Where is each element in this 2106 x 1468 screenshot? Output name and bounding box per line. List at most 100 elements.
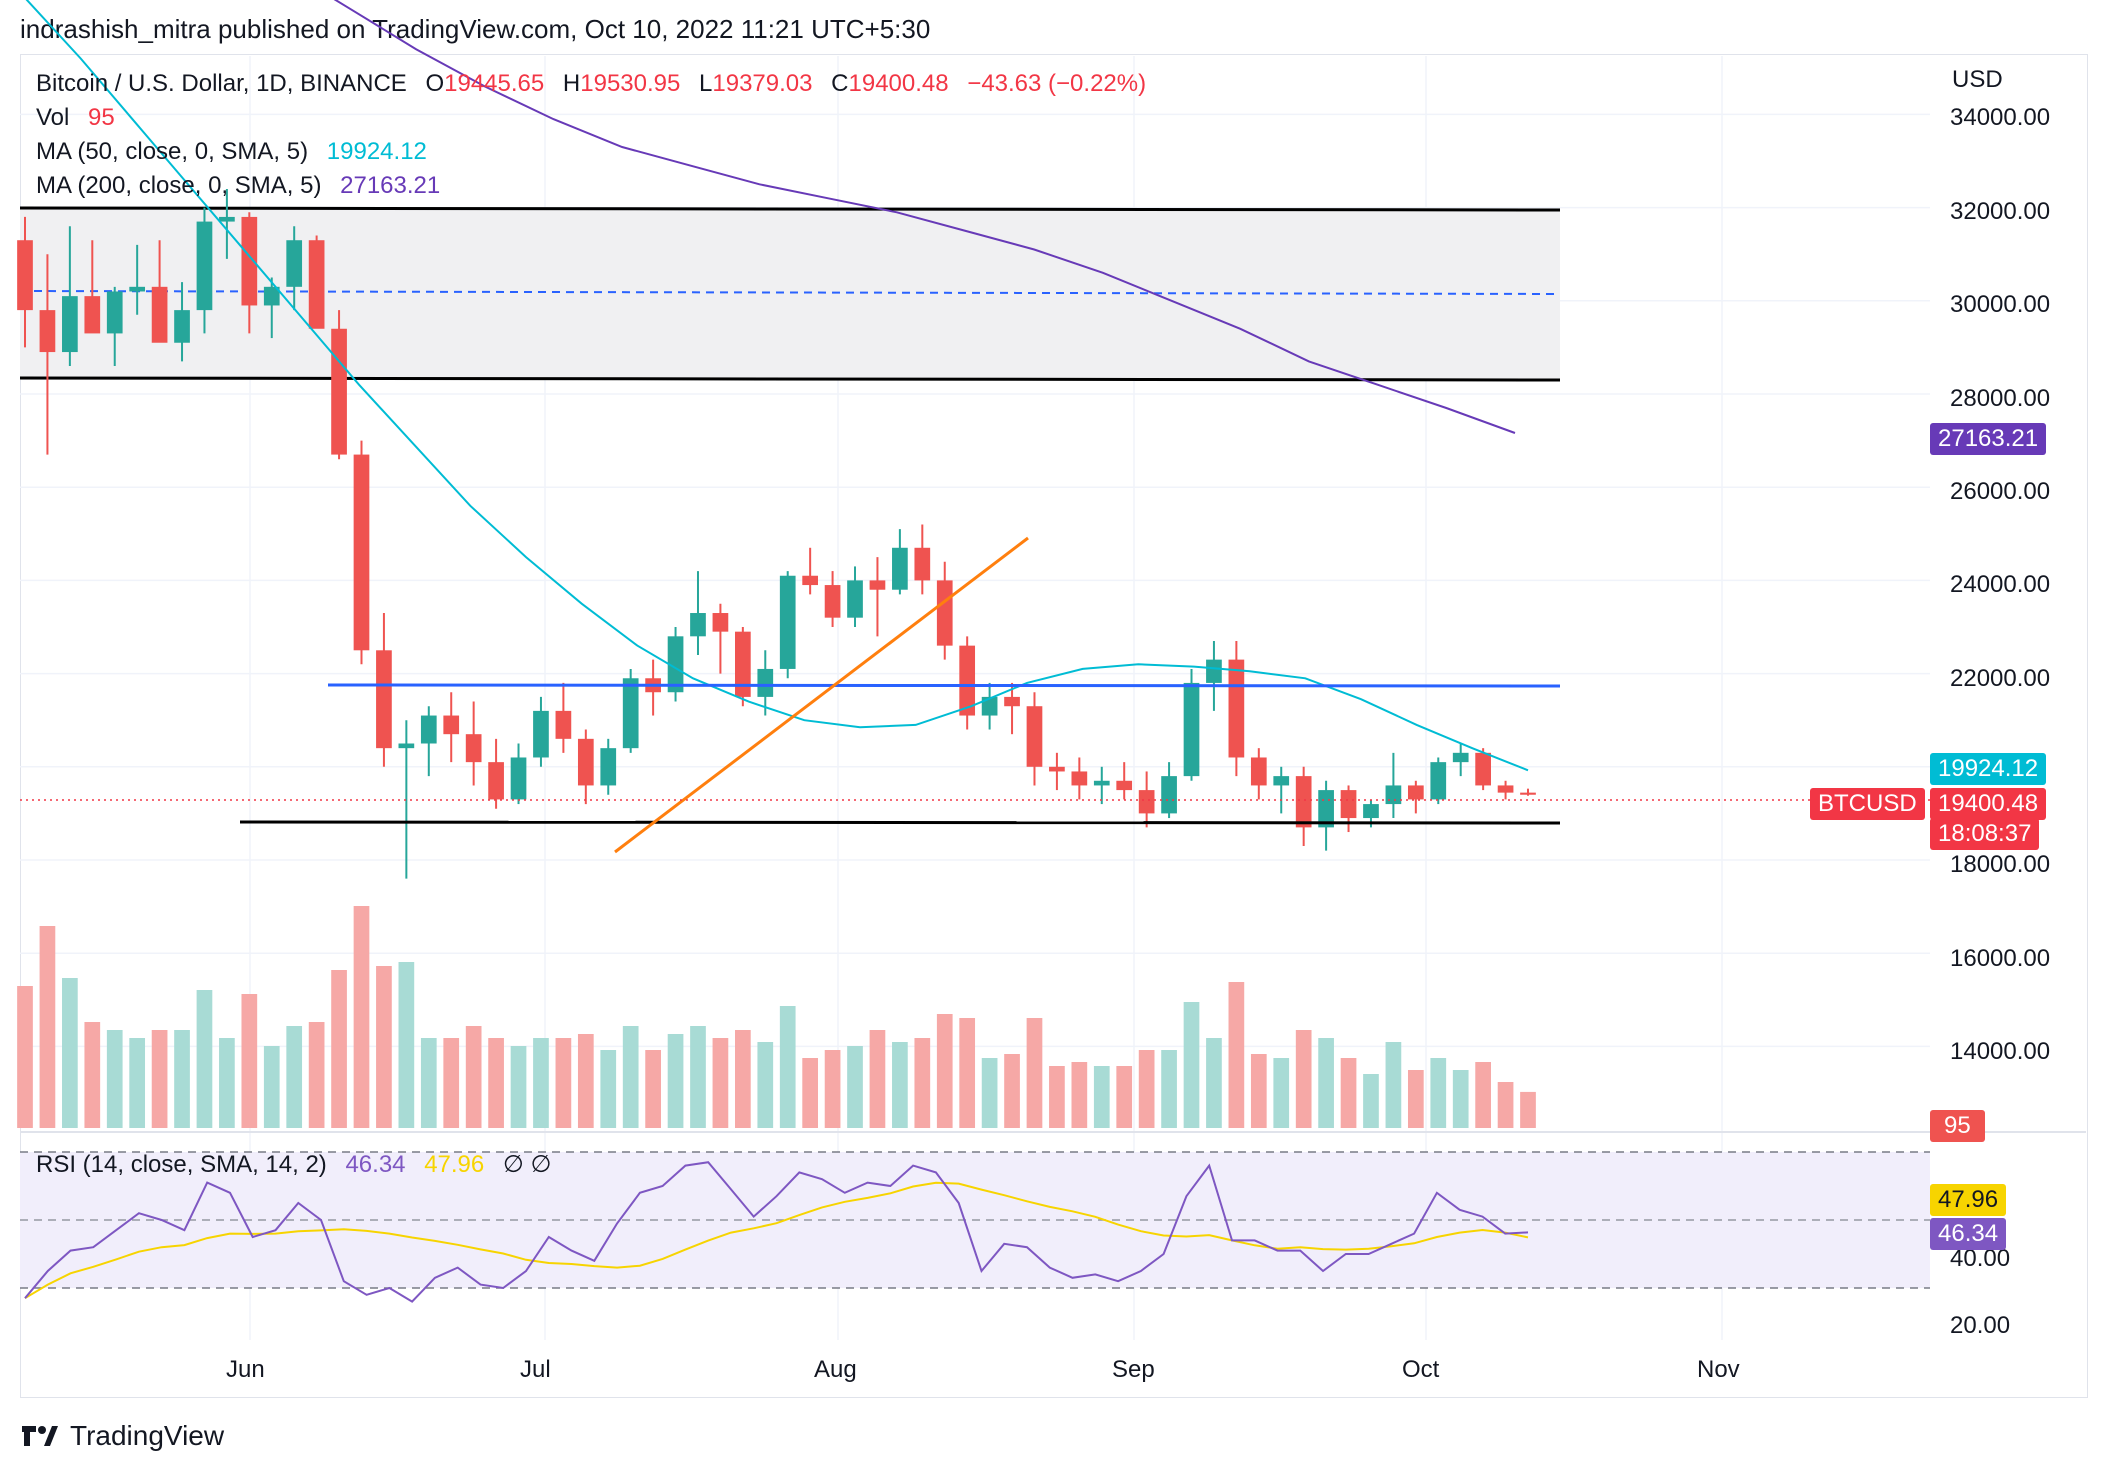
chart-frame[interactable] (20, 54, 2088, 1398)
support-line[interactable] (239, 820, 1561, 825)
candle-body (600, 748, 617, 786)
symbol-legend[interactable]: Bitcoin / U.S. Dollar, 1D, BINANCE O1944… (36, 70, 1158, 98)
volume-bar (600, 1050, 617, 1128)
volume-bar (936, 1014, 953, 1128)
price-tick: 24000.00 (1950, 571, 2051, 598)
candle-body (802, 575, 819, 586)
volume-bar (1407, 1070, 1424, 1128)
price-tick: 26000.00 (1950, 478, 2051, 505)
volume-bar (981, 1058, 998, 1128)
volume-bar (151, 1030, 168, 1128)
resistance-line[interactable] (327, 683, 1561, 688)
candles (17, 188, 1536, 879)
volume-bar (129, 1038, 146, 1128)
bar-countdown-tag: 18:08:37 (1930, 818, 2040, 850)
candle-body (1273, 776, 1290, 786)
volume-bar (1026, 1018, 1043, 1128)
candle-body (219, 216, 235, 222)
volume-bar (510, 1046, 527, 1128)
candle-body (1093, 780, 1110, 786)
rsi-legend[interactable]: RSI (14, close, SMA, 14, 2) 46.34 47.96 … (36, 1150, 563, 1179)
volume-bar (533, 1038, 549, 1128)
candle-body (712, 613, 729, 632)
range-bottom-line[interactable] (19, 376, 1561, 382)
volume-bar (398, 962, 415, 1128)
candle-body (1452, 752, 1469, 763)
candle-body (1295, 776, 1312, 828)
volume-bar (1071, 1062, 1088, 1128)
volume-bar (869, 1030, 886, 1128)
candle-body (196, 221, 213, 311)
volume-bar (734, 1030, 751, 1128)
rsi-label: RSI (14, close, SMA, 14, 2) (36, 1151, 327, 1178)
ohlc-change: −43.63 (−0.22%) (967, 70, 1147, 97)
volume-bar (1250, 1054, 1267, 1128)
candle-body (1407, 785, 1424, 800)
volume-bar (1183, 1002, 1200, 1128)
volume-tag: 95 (1930, 1110, 1985, 1142)
volume-bar (219, 1038, 235, 1128)
candle-body (847, 580, 863, 618)
symbol-tag: BTCUSD (1810, 788, 1925, 820)
volume-bars (17, 906, 1536, 1128)
volume-bar (1520, 1091, 1536, 1128)
candle-body (1049, 766, 1065, 772)
price-tick: 34000.00 (1950, 104, 2051, 131)
volume-bar (1363, 1074, 1379, 1128)
volume-legend[interactable]: Vol 95 (36, 104, 127, 132)
volume-bar (420, 1038, 437, 1128)
trend-line[interactable] (614, 536, 1029, 854)
range-top-line[interactable] (19, 206, 1561, 212)
candle-body (555, 710, 572, 739)
ma50-line (25, 0, 1529, 772)
brand-name: TradingView (70, 1420, 225, 1451)
candle-body (1385, 785, 1402, 805)
ohlc-open: O19445.65 (425, 70, 545, 97)
price-tick: 30000.00 (1950, 291, 2051, 318)
candle-body (981, 696, 998, 716)
candle-body (690, 613, 706, 637)
price-tick: 32000.00 (1950, 198, 2051, 225)
volume-bar (1295, 1030, 1312, 1128)
time-tick: Jul (520, 1356, 551, 1383)
candle-body (936, 580, 953, 646)
ohlc-high: H19530.95 (562, 70, 681, 97)
volume-bar (1138, 1050, 1155, 1128)
vol-value: 95 (88, 104, 115, 131)
volume-bar (196, 990, 213, 1128)
volume-bar (241, 994, 258, 1128)
volume-bar (1093, 1066, 1110, 1128)
volume-bar (443, 1038, 460, 1128)
volume-bar (1116, 1066, 1133, 1128)
candle-body (1228, 659, 1245, 758)
time-tick: Sep (1112, 1356, 1155, 1383)
volume-bar (1228, 982, 1245, 1128)
ma200-legend[interactable]: MA (200, close, 0, SMA, 5) 27163.21 (36, 172, 452, 200)
candle-body (1138, 790, 1155, 814)
volume-bar (1475, 1062, 1491, 1128)
volume-bar (1385, 1042, 1402, 1128)
ma50-value: 19924.12 (326, 138, 427, 165)
volume-bar (331, 970, 347, 1128)
candle-body (286, 240, 303, 287)
tradingview-brand[interactable]: TradingView (20, 1420, 224, 1452)
volume-bar (757, 1042, 774, 1128)
candle-body (824, 585, 841, 618)
candle-body (17, 240, 33, 311)
rsi-tick: 20.00 (1950, 1312, 2011, 1339)
price-axis-unit: USD (1952, 66, 2003, 93)
volume-bar (488, 1038, 504, 1128)
candle-body (533, 710, 549, 758)
volume-bar (62, 978, 78, 1128)
ma200-value: 27163.21 (340, 172, 441, 199)
candle-body (577, 738, 594, 786)
volume-bar (174, 1030, 190, 1128)
ma200-price-tag: 27163.21 (1930, 423, 2047, 455)
price-tick: 28000.00 (1950, 385, 2051, 412)
volume-bar (106, 1030, 123, 1128)
price-tick: 22000.00 (1950, 665, 2051, 692)
ma50-legend[interactable]: MA (50, close, 0, SMA, 5) 19924.12 (36, 138, 439, 166)
rsi-ma-line (24, 1181, 1529, 1300)
price-tick: 18000.00 (1950, 851, 2051, 878)
